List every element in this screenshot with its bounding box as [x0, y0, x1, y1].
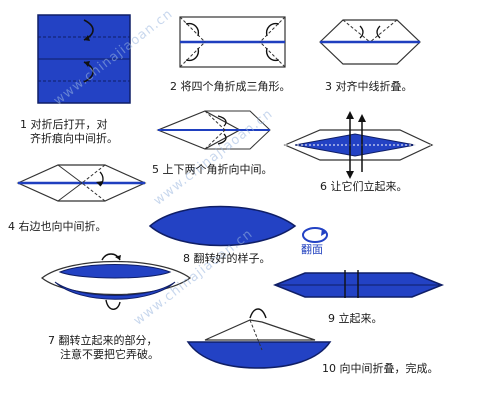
step-7-caption: 7 翻转立起来的部分， 注意不要把它弄破。: [48, 334, 159, 361]
step-10-caption: 10 向中间折叠，完成。: [322, 362, 439, 375]
step-7-figure: [41, 253, 192, 310]
step-4-caption: 4 右边也向中间折。: [8, 220, 107, 233]
step-1-figure: [37, 14, 131, 104]
flip-label: 翻面: [301, 243, 323, 256]
step-9-figure: [272, 270, 445, 298]
step-8-caption: 8 翻转好的样子。: [183, 252, 271, 265]
step-1-caption: 1 对折后打开，对 齐折痕向中间折。: [20, 118, 118, 145]
step-2-caption: 2 将四个角折成三角形。: [170, 80, 291, 93]
step-2-figure: [179, 16, 286, 68]
step-9-caption: 9 立起来。: [328, 312, 383, 325]
step-10-figure: [186, 308, 332, 369]
step-5-figure: [156, 110, 271, 150]
step-6-figure: [283, 111, 434, 179]
step-5-caption: 5 上下两个角折向中间。: [152, 163, 273, 176]
step-8-figure: [148, 205, 297, 247]
step-4-figure: [16, 164, 147, 202]
step-3-figure: [319, 19, 421, 65]
step-6-caption: 6 让它们立起来。: [320, 180, 408, 193]
flip-icon: [302, 227, 328, 243]
step-3-caption: 3 对齐中线折叠。: [325, 80, 413, 93]
